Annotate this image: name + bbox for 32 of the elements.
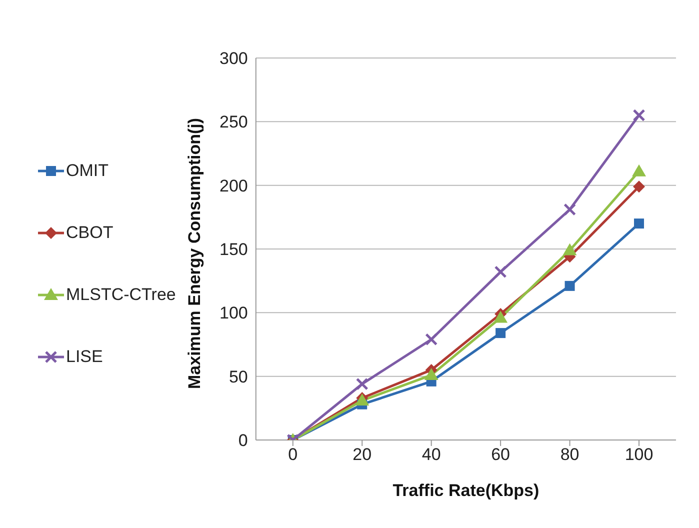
y-tick-label: 200 [220,176,248,196]
point [356,378,368,390]
legend-label: LISE [66,347,103,367]
point [564,280,575,291]
point [424,368,438,380]
point [634,218,644,229]
point [633,180,645,193]
y-tick-label: 50 [228,367,248,386]
point [632,109,646,122]
point [562,243,577,256]
y-tick-label: 100 [220,304,248,323]
y-tick-label: 300 [220,49,248,68]
x-tick-label: 40 [422,445,441,464]
point [494,310,508,323]
y-tick-label: 150 [220,240,248,260]
y-axis-title: Maximum Energy Consumption(j) [184,118,204,389]
x-tick-label: 20 [352,445,372,464]
point [494,266,507,278]
x-axis-title: Traffic Rate(Kbps) [392,481,540,500]
x-tick-label: 60 [491,445,510,464]
point [496,328,506,338]
y-tick-label: 0 [238,431,248,450]
point [564,203,576,216]
x-tick-label: 100 [624,445,654,464]
point [632,164,646,176]
legend-label: CBOT [66,223,114,243]
y-tick-label: 250 [220,112,248,132]
x-tick-label: 0 [288,445,298,464]
legend-label: MLSTC-CTree [66,285,176,305]
x-tick-label: 80 [560,445,580,464]
legend-label: OMIT [66,161,108,181]
point [425,333,438,346]
